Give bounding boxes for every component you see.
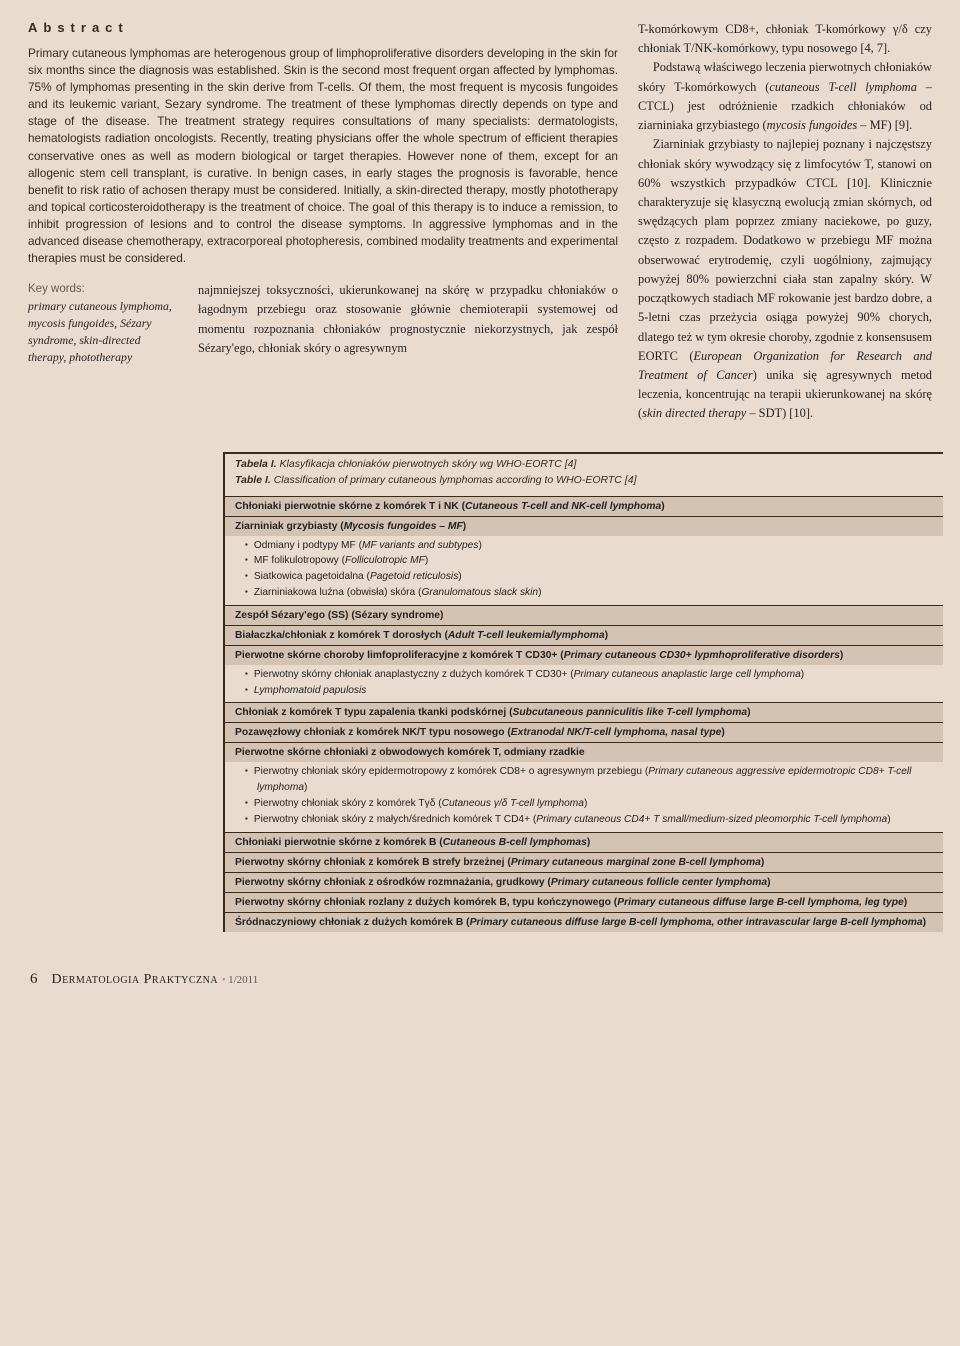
table-row: Białaczka/chłoniak z komórek T dorosłych… <box>225 625 943 645</box>
p3c: – SDT) [10]. <box>746 406 813 420</box>
abstract-block: Abstract Primary cutaneous lymphomas are… <box>28 20 618 424</box>
list-item: Pierwotny skórny chłoniak anaplastyczny … <box>257 667 933 683</box>
table-caption-en: Table I. Classification of primary cutan… <box>225 470 943 490</box>
table-row: Pozawęzłowy chłoniak z komórek NK/T typu… <box>225 722 943 742</box>
caption-en-rest: Classification of primary cutaneous lymp… <box>271 474 637 486</box>
list-item: Pierwotny chłoniak skóry epidermotropowy… <box>257 764 933 796</box>
p2c: – MF) [9]. <box>857 118 912 132</box>
table-row: Pierwotne skórne chłoniaki z obwodowych … <box>225 742 943 762</box>
caption-en-lead: Table I. <box>235 474 271 486</box>
abstract-title: Abstract <box>28 20 618 35</box>
list-item: Lymphomatoid papulosis <box>257 683 933 699</box>
right-p3: Ziarniniak grzybiasty to najlepiej pozna… <box>638 135 932 423</box>
table-row: Pierwotny skórny chłoniak z komórek B st… <box>225 852 943 872</box>
list-item: Siatkowica pagetoidalna (Pagetoid reticu… <box>257 569 933 585</box>
p2i2: mycosis fungoides <box>767 118 858 132</box>
table-sublist: Pierwotny chłoniak skóry epidermotropowy… <box>225 762 943 831</box>
issue-number: 1/2011 <box>228 974 258 986</box>
list-item: Odmiany i podtypy MF (MF variants and su… <box>257 538 933 554</box>
table-row: Zespół Sézary'ego (SS) (Sézary syndrome) <box>225 605 943 625</box>
p2i: cutaneous T-cell lymphoma <box>769 80 917 94</box>
right-column: T-komórkowym CD8+, chłoniak T-komórkowy … <box>638 20 932 424</box>
page-number: 6 <box>30 971 38 988</box>
page-footer: 6 Dermatologia Praktyczna • 1/2011 <box>28 962 932 1002</box>
table-caption-pl: Tabela I. Klasyfikacja chłoniaków pierwo… <box>225 454 943 470</box>
caption-pl-rest: Klasyfikacja chłoniaków pierwotnych skór… <box>277 458 577 470</box>
table-sublist: Pierwotny skórny chłoniak anaplastyczny … <box>225 665 943 703</box>
caption-pl-lead: Tabela I. <box>235 458 277 470</box>
keywords-label: Key words: <box>28 281 178 298</box>
table-row: Ziarniniak grzybiasty (Mycosis fungoides… <box>225 516 943 536</box>
table-row: Chłoniaki pierwotnie skórne z komórek B … <box>225 832 943 852</box>
table-row: Chłoniaki pierwotnie skórne z komórek T … <box>225 496 943 516</box>
abstract-body: Primary cutaneous lymphomas are heteroge… <box>28 45 618 267</box>
list-item: MF folikulotropowy (Folliculotropic MF) <box>257 553 933 569</box>
keywords-body: primary cutaneous lymphoma, mycosis fung… <box>28 298 178 366</box>
list-item: Pierwotny chłoniak skóry z małych/średni… <box>257 812 933 828</box>
table-row: Pierwotny skórny chłoniak z ośrodków roz… <box>225 872 943 892</box>
table-row: Pierwotne skórne choroby limfoproliferac… <box>225 645 943 665</box>
mid-paragraph: najmniejszej toksyczności, ukierunkowane… <box>198 281 618 366</box>
abstract-footer-row: Key words: primary cutaneous lymphoma, m… <box>28 281 618 366</box>
p3a: Ziarniniak grzybiasty to najlepiej pozna… <box>638 137 932 362</box>
footer-brand-wrap: Dermatologia Praktyczna • 1/2011 <box>52 970 259 988</box>
table-row: Pierwotny skórny chłoniak rozlany z duży… <box>225 892 943 912</box>
journal-name: Dermatologia Praktyczna <box>52 972 219 987</box>
table-sublist: Odmiany i podtypy MF (MF variants and su… <box>225 536 943 605</box>
table-row: Śródnaczyniowy chłoniak z dużych komórek… <box>225 912 943 932</box>
list-item: Pierwotny chłoniak skóry z komórek Tγδ (… <box>257 796 933 812</box>
list-item: Ziarniniakowa luźna (obwisła) skóra (Gra… <box>257 585 933 601</box>
top-row: Abstract Primary cutaneous lymphomas are… <box>28 20 932 424</box>
classification-table: Tabela I. Klasyfikacja chłoniaków pierwo… <box>223 452 943 932</box>
p3i2: skin directed therapy <box>642 406 746 420</box>
right-p2: Podstawą właściwego leczenia pierwotnych… <box>638 58 932 135</box>
table-row: Chłoniak z komórek T typu zapalenia tkan… <box>225 702 943 722</box>
table-body: Chłoniaki pierwotnie skórne z komórek T … <box>225 496 943 932</box>
keywords-block: Key words: primary cutaneous lymphoma, m… <box>28 281 178 366</box>
right-p1: T-komórkowym CD8+, chłoniak T-komórkowy … <box>638 20 932 58</box>
